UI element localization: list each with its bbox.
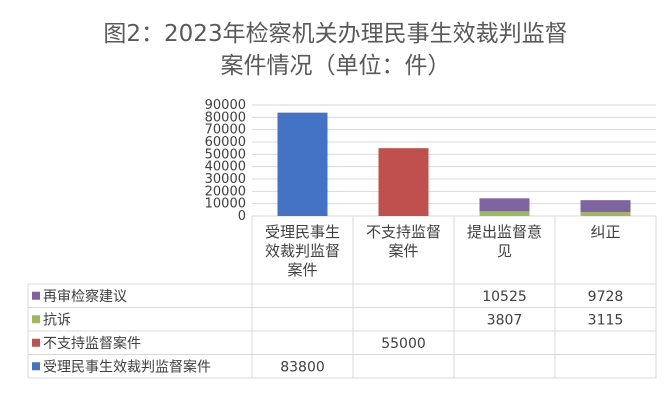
legend-label: 抗诉 <box>43 312 71 328</box>
data-table-value: 9728 <box>588 289 624 305</box>
x-tick-label: 提出监督意 <box>467 223 542 241</box>
data-table-value: 3807 <box>487 312 523 328</box>
bar <box>580 200 631 213</box>
legend-key <box>32 338 40 347</box>
legend-key <box>32 362 40 371</box>
bar <box>479 211 530 216</box>
y-tick-label: 80000 <box>205 110 246 125</box>
legend-label: 再审检察建议 <box>43 288 127 305</box>
legend-label: 不支持监督案件 <box>43 335 141 352</box>
bar <box>378 148 429 216</box>
y-tick-label: 0 <box>238 209 246 224</box>
x-tick-label: 案件 <box>287 261 317 279</box>
x-tick-label: 受理民事生 <box>265 223 340 241</box>
y-tick-label: 10000 <box>205 197 246 212</box>
y-tick-label: 20000 <box>205 184 246 199</box>
y-tick-label: 50000 <box>205 147 246 162</box>
x-tick-label: 见 <box>497 242 512 260</box>
data-table-value: 10525 <box>482 289 527 305</box>
x-tick-label: 效裁判监督 <box>265 242 340 260</box>
x-tick-label: 纠正 <box>590 223 620 241</box>
legend-key <box>32 315 40 324</box>
x-tick-label: 不支持监督 <box>366 223 441 241</box>
data-table-value: 55000 <box>381 336 426 352</box>
y-tick-label: 40000 <box>205 160 246 175</box>
bar <box>277 112 328 216</box>
legend-label: 受理民事生效裁判监督案件 <box>43 358 211 375</box>
chart-title-line-1: 图2：2023年检察机关办理民事生效裁判监督 <box>103 21 568 47</box>
x-tick-label: 案件 <box>388 242 418 260</box>
y-tick-label: 70000 <box>205 123 246 138</box>
data-table-value: 83800 <box>280 359 325 375</box>
data-table-value: 3115 <box>588 312 624 328</box>
y-tick-label: 60000 <box>205 135 246 150</box>
y-tick-label: 90000 <box>205 98 246 113</box>
chart-title-line-2: 案件情况（单位：件） <box>220 53 451 79</box>
y-tick-label: 30000 <box>205 172 246 187</box>
legend-key <box>32 291 40 300</box>
bar <box>479 198 530 212</box>
bar <box>580 212 631 216</box>
